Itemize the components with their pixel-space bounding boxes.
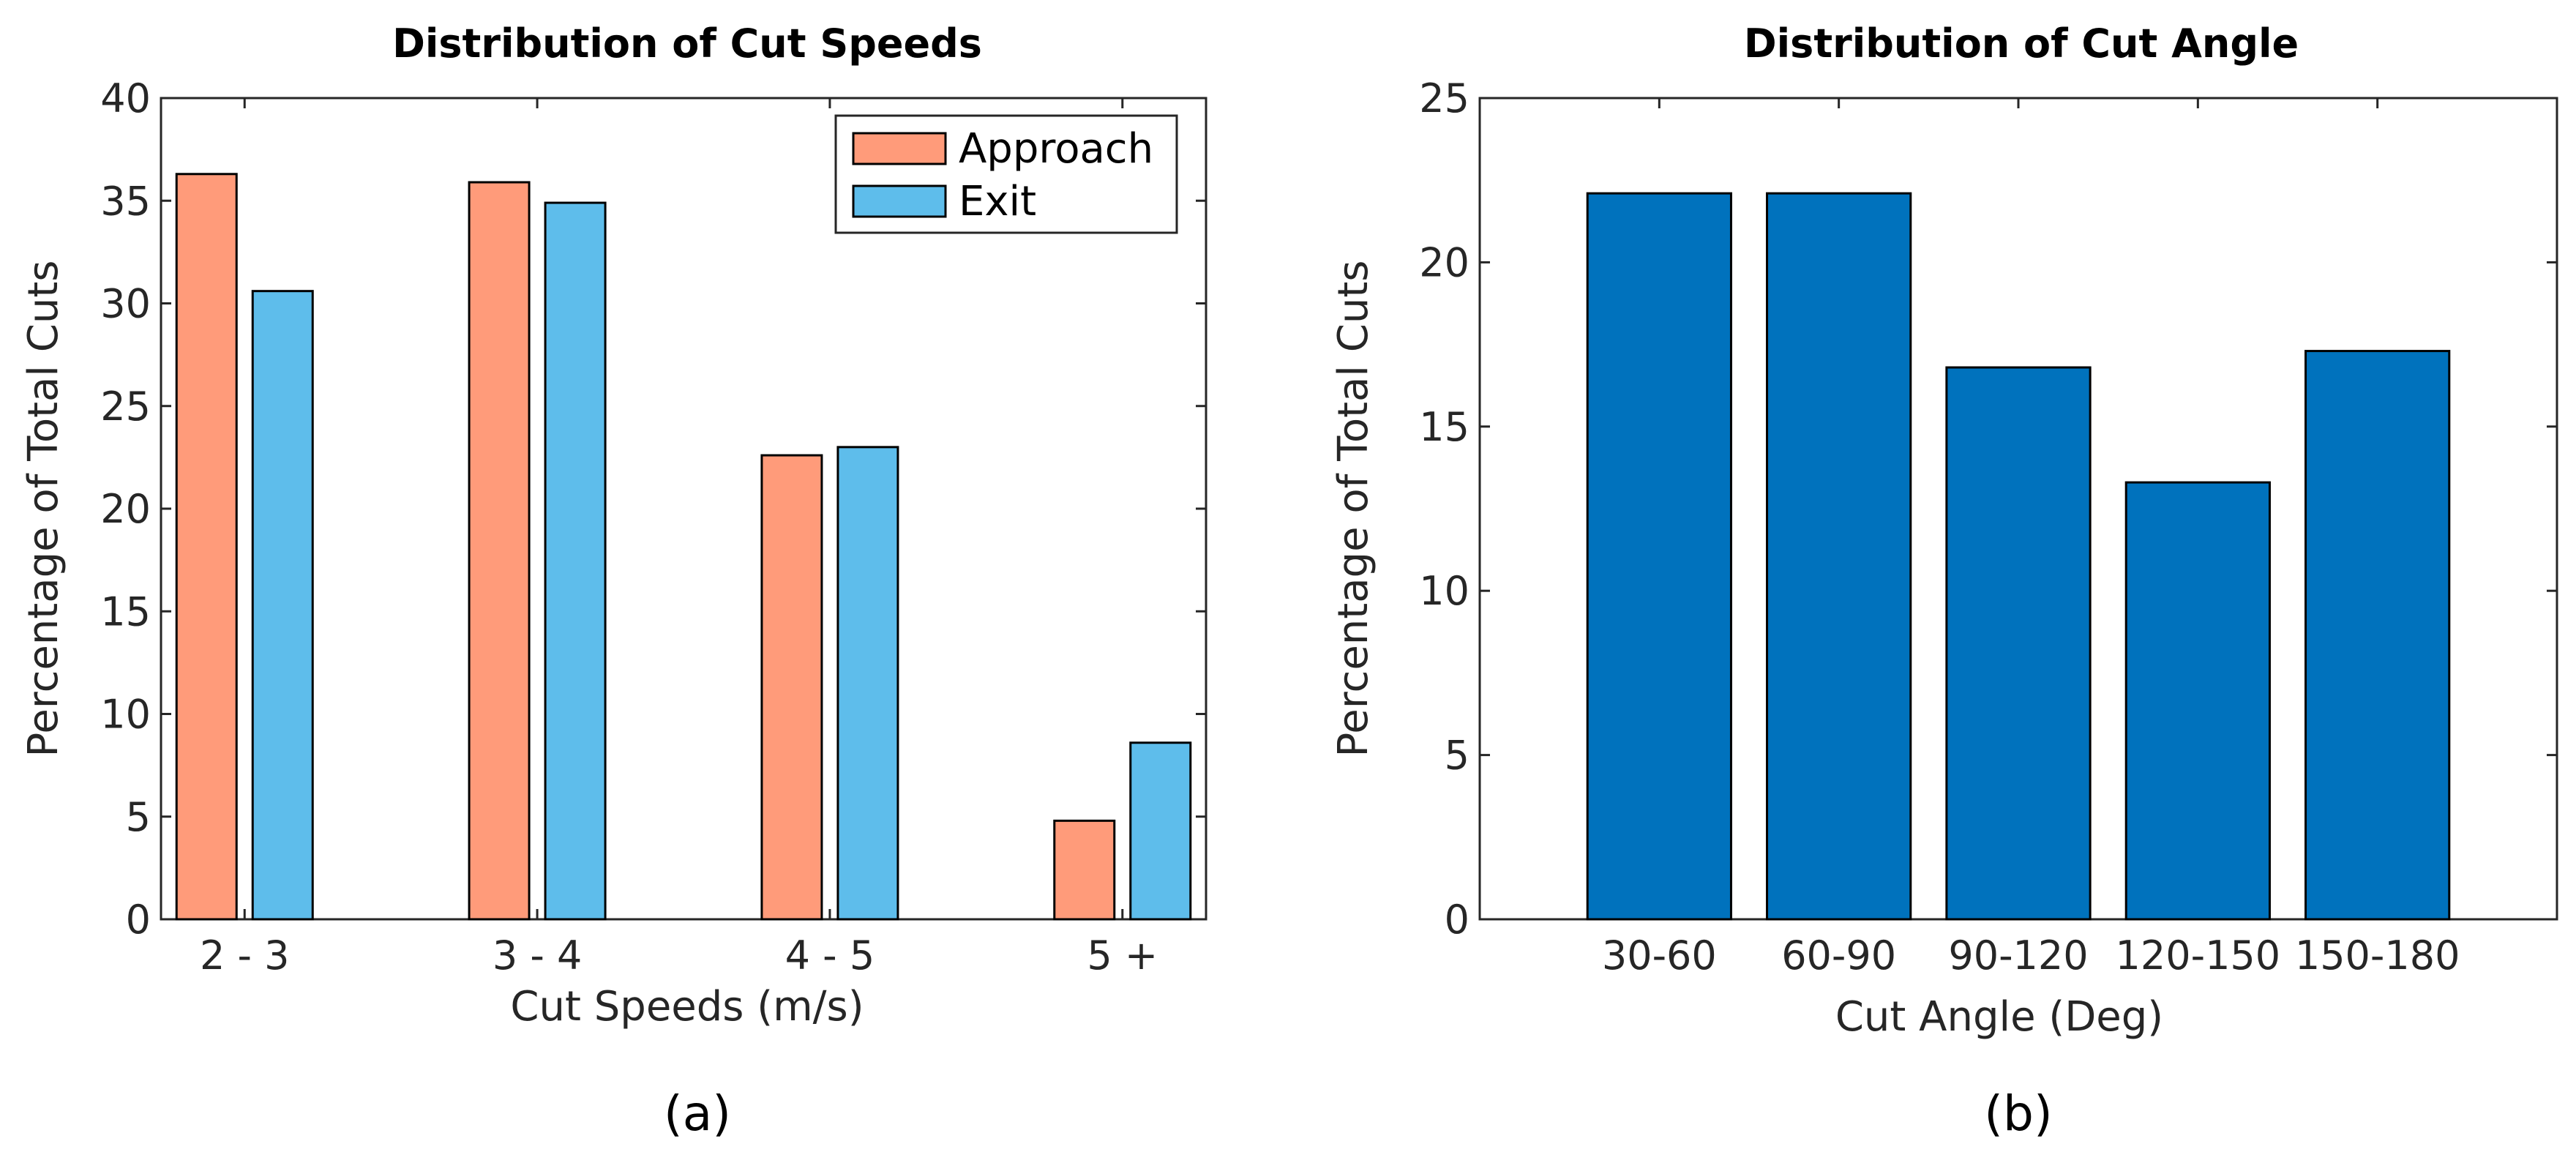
bar-cut-angle-4 xyxy=(2124,481,2271,921)
bar-exit-1 xyxy=(251,290,314,921)
x-tick-label: 120-150 xyxy=(2116,932,2281,979)
bar-exit-2 xyxy=(544,201,607,921)
bar-cut-angle-3 xyxy=(1945,366,2092,921)
y-axis-label: Percentage of Total Cuts xyxy=(20,261,67,758)
bar-cut-angle-5 xyxy=(2304,350,2451,921)
y-tick-label: 0 xyxy=(126,897,151,943)
legend: Approach Exit xyxy=(834,114,1178,234)
x-axis-label: Cut Speeds (m/s) xyxy=(510,983,864,1031)
y-tick-label: 25 xyxy=(100,384,151,430)
y-tick-label: 35 xyxy=(100,178,151,224)
y-tick-label: 15 xyxy=(100,588,151,635)
y-axis-label: Percentage of Total Cuts xyxy=(1330,261,1377,758)
y-tick-label: 20 xyxy=(1419,239,1469,285)
y-tick-label: 20 xyxy=(100,486,151,532)
chart-title: Distribution of Cut Speeds xyxy=(392,20,982,67)
y-tick-label: 10 xyxy=(100,692,151,738)
legend-swatch-exit xyxy=(852,184,947,218)
y-tick-label: 40 xyxy=(100,75,151,121)
x-tick-label: 150-180 xyxy=(2295,932,2460,979)
bar-exit-4 xyxy=(1129,741,1192,921)
x-tick-label: 90-120 xyxy=(1948,932,2088,979)
y-tick-label: 5 xyxy=(1445,733,1469,779)
bars xyxy=(175,173,1192,921)
y-tick-label: 10 xyxy=(1419,568,1469,614)
x-tick-label: 3 - 4 xyxy=(493,932,583,979)
y-axis: 0 5 10 15 20 25 xyxy=(1419,75,2557,943)
legend-label-exit: Exit xyxy=(959,178,1036,225)
legend-label-approach: Approach xyxy=(959,125,1153,173)
caption-b: (b) xyxy=(1984,1085,2052,1142)
bar-cut-angle-1 xyxy=(1586,192,1732,921)
bar-approach-4 xyxy=(1053,819,1116,921)
chart-title: Distribution of Cut Angle xyxy=(1744,20,2299,67)
y-tick-label: 0 xyxy=(1445,897,1469,943)
y-tick-label: 25 xyxy=(1419,75,1469,121)
x-axis: 2 - 3 3 - 4 4 - 5 5 + xyxy=(200,98,1158,979)
x-axis-label: Cut Angle (Deg) xyxy=(1835,993,2163,1041)
legend-swatch-approach xyxy=(852,132,947,165)
y-tick-label: 5 xyxy=(126,794,151,840)
x-tick-label: 2 - 3 xyxy=(200,932,290,979)
bar-approach-2 xyxy=(468,181,531,921)
plot-area xyxy=(160,97,1208,921)
bar-approach-1 xyxy=(175,173,238,921)
x-tick-label: 60-90 xyxy=(1781,932,1896,979)
y-tick-label: 15 xyxy=(1419,404,1469,450)
chart-cut-speeds: Distribution of Cut Speeds 0 5 10 15 20 25 30 3… xyxy=(20,20,1208,1142)
x-tick-label: 4 - 5 xyxy=(785,932,875,979)
bar-exit-3 xyxy=(836,446,899,921)
y-axis: 0 5 10 15 20 25 30 35 40 xyxy=(100,75,1206,943)
bars xyxy=(1586,192,2451,921)
y-tick-label: 30 xyxy=(100,281,151,327)
bar-cut-angle-2 xyxy=(1766,192,1912,921)
caption-a: (a) xyxy=(664,1085,731,1142)
x-tick-label: 30-60 xyxy=(1602,932,1717,979)
chart-cut-angle: Distribution of Cut Angle 0 5 10 15 20 25 30-… xyxy=(1330,20,2558,1142)
bar-approach-3 xyxy=(760,454,823,921)
x-axis: 30-60 60-90 90-120 120-150 150-180 xyxy=(1602,98,2460,979)
x-tick-label: 5 + xyxy=(1087,932,1158,979)
